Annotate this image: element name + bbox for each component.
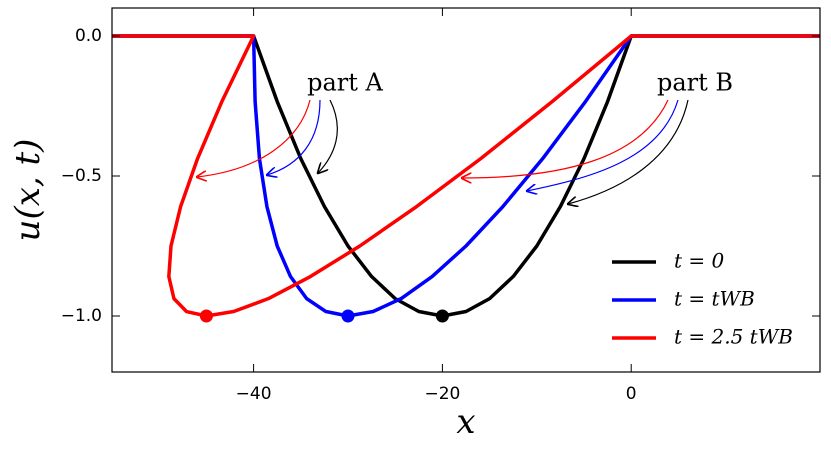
x-axis-label: x xyxy=(456,402,475,442)
arrow xyxy=(568,99,689,204)
arrow xyxy=(267,99,321,175)
annotation-arrows xyxy=(197,99,689,204)
legend-label: t = tWB xyxy=(674,287,755,311)
arrow xyxy=(197,99,311,177)
arrow xyxy=(527,99,679,191)
x-tick-label: −20 xyxy=(424,384,460,404)
annotation: part B xyxy=(657,69,733,97)
min-marker xyxy=(199,309,213,323)
arrow xyxy=(462,99,669,178)
y-axis-label: u(x, t) xyxy=(8,139,48,242)
y-tick-label: −0.5 xyxy=(61,166,102,186)
y-tick-label: 0.0 xyxy=(75,26,102,46)
arrow xyxy=(318,99,338,173)
min-marker xyxy=(435,309,449,323)
y-tick-label: −1.0 xyxy=(61,306,102,326)
x-tick-label: 0 xyxy=(626,384,637,404)
legend-label: t = 2.5 tWB xyxy=(674,325,793,349)
x-tick-label: −40 xyxy=(236,384,272,404)
legend-label: t = 0 xyxy=(674,249,725,273)
annotation: part A xyxy=(307,69,383,97)
min-marker xyxy=(341,309,355,323)
plot-frame xyxy=(111,7,821,373)
